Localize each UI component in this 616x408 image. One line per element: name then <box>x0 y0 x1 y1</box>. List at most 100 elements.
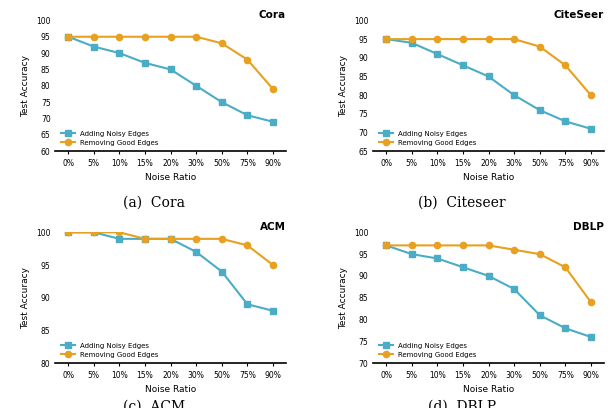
Adding Noisy Edges <box>536 313 543 317</box>
Y-axis label: Test Accuracy: Test Accuracy <box>339 267 349 329</box>
Adding Noisy Edges <box>408 252 415 257</box>
Adding Noisy Edges <box>116 51 123 55</box>
Removing Good Edges <box>193 236 200 241</box>
Removing Good Edges <box>459 37 466 42</box>
Adding Noisy Edges <box>511 93 518 98</box>
Text: (d)  DBLP: (d) DBLP <box>428 400 496 408</box>
Removing Good Edges <box>536 252 543 257</box>
Adding Noisy Edges <box>485 273 492 278</box>
Removing Good Edges <box>408 37 415 42</box>
Adding Noisy Edges <box>244 113 251 118</box>
X-axis label: Noise Ratio: Noise Ratio <box>145 385 197 394</box>
Y-axis label: Test Accuracy: Test Accuracy <box>22 55 31 117</box>
Adding Noisy Edges <box>383 243 390 248</box>
Text: CiteSeer: CiteSeer <box>553 10 604 20</box>
Line: Removing Good Edges: Removing Good Edges <box>383 36 594 98</box>
Removing Good Edges <box>434 37 441 42</box>
Adding Noisy Edges <box>408 40 415 45</box>
Removing Good Edges <box>90 34 97 39</box>
Y-axis label: Test Accuracy: Test Accuracy <box>339 55 349 117</box>
Adding Noisy Edges <box>244 302 251 307</box>
Removing Good Edges <box>536 44 543 49</box>
Text: (c)  ACM: (c) ACM <box>123 400 185 408</box>
Adding Noisy Edges <box>434 51 441 56</box>
Adding Noisy Edges <box>141 236 148 241</box>
Text: Cora: Cora <box>259 10 286 20</box>
Adding Noisy Edges <box>269 119 277 124</box>
Line: Adding Noisy Edges: Adding Noisy Edges <box>383 242 594 340</box>
Removing Good Edges <box>587 299 594 304</box>
Removing Good Edges <box>511 247 518 252</box>
Removing Good Edges <box>141 34 148 39</box>
Removing Good Edges <box>485 37 492 42</box>
Adding Noisy Edges <box>383 37 390 42</box>
X-axis label: Noise Ratio: Noise Ratio <box>463 173 514 182</box>
Text: ACM: ACM <box>260 222 286 231</box>
Removing Good Edges <box>244 243 251 248</box>
Removing Good Edges <box>244 57 251 62</box>
Adding Noisy Edges <box>65 230 72 235</box>
Removing Good Edges <box>269 86 277 91</box>
Legend: Adding Noisy Edges, Removing Good Edges: Adding Noisy Edges, Removing Good Edges <box>59 129 161 148</box>
X-axis label: Noise Ratio: Noise Ratio <box>145 173 197 182</box>
Removing Good Edges <box>167 236 174 241</box>
Adding Noisy Edges <box>562 119 569 124</box>
Removing Good Edges <box>141 236 148 241</box>
Removing Good Edges <box>116 34 123 39</box>
Adding Noisy Edges <box>116 236 123 241</box>
Text: DBLP: DBLP <box>573 222 604 231</box>
Adding Noisy Edges <box>587 126 594 131</box>
Line: Adding Noisy Edges: Adding Noisy Edges <box>65 33 276 125</box>
Legend: Adding Noisy Edges, Removing Good Edges: Adding Noisy Edges, Removing Good Edges <box>59 341 161 359</box>
X-axis label: Noise Ratio: Noise Ratio <box>463 385 514 394</box>
Removing Good Edges <box>485 243 492 248</box>
Adding Noisy Edges <box>269 308 277 313</box>
Adding Noisy Edges <box>193 83 200 88</box>
Line: Adding Noisy Edges: Adding Noisy Edges <box>383 36 594 132</box>
Removing Good Edges <box>434 243 441 248</box>
Removing Good Edges <box>562 265 569 270</box>
Removing Good Edges <box>562 63 569 68</box>
Removing Good Edges <box>383 37 390 42</box>
Line: Removing Good Edges: Removing Good Edges <box>65 229 276 268</box>
Removing Good Edges <box>511 37 518 42</box>
Adding Noisy Edges <box>434 256 441 261</box>
Removing Good Edges <box>269 263 277 268</box>
Legend: Adding Noisy Edges, Removing Good Edges: Adding Noisy Edges, Removing Good Edges <box>377 341 479 359</box>
Removing Good Edges <box>167 34 174 39</box>
Adding Noisy Edges <box>485 74 492 79</box>
Legend: Adding Noisy Edges, Removing Good Edges: Adding Noisy Edges, Removing Good Edges <box>377 129 479 148</box>
Removing Good Edges <box>218 41 225 46</box>
Removing Good Edges <box>408 243 415 248</box>
Removing Good Edges <box>193 34 200 39</box>
Adding Noisy Edges <box>141 60 148 65</box>
Removing Good Edges <box>587 93 594 98</box>
Removing Good Edges <box>459 243 466 248</box>
Adding Noisy Edges <box>536 108 543 113</box>
Adding Noisy Edges <box>459 63 466 68</box>
Adding Noisy Edges <box>90 230 97 235</box>
Removing Good Edges <box>218 236 225 241</box>
Removing Good Edges <box>116 230 123 235</box>
Text: (a)  Cora: (a) Cora <box>123 196 185 210</box>
Adding Noisy Edges <box>167 67 174 72</box>
Line: Removing Good Edges: Removing Good Edges <box>65 33 276 92</box>
Adding Noisy Edges <box>90 44 97 49</box>
Adding Noisy Edges <box>511 286 518 291</box>
Removing Good Edges <box>65 230 72 235</box>
Adding Noisy Edges <box>65 34 72 39</box>
Removing Good Edges <box>90 230 97 235</box>
Adding Noisy Edges <box>587 335 594 339</box>
Text: (b)  Citeseer: (b) Citeseer <box>418 196 506 210</box>
Adding Noisy Edges <box>218 100 225 104</box>
Adding Noisy Edges <box>459 265 466 270</box>
Removing Good Edges <box>383 243 390 248</box>
Line: Adding Noisy Edges: Adding Noisy Edges <box>65 229 276 314</box>
Adding Noisy Edges <box>562 326 569 331</box>
Y-axis label: Test Accuracy: Test Accuracy <box>22 267 31 329</box>
Adding Noisy Edges <box>193 249 200 254</box>
Adding Noisy Edges <box>218 269 225 274</box>
Adding Noisy Edges <box>167 236 174 241</box>
Line: Removing Good Edges: Removing Good Edges <box>383 242 594 305</box>
Removing Good Edges <box>65 34 72 39</box>
